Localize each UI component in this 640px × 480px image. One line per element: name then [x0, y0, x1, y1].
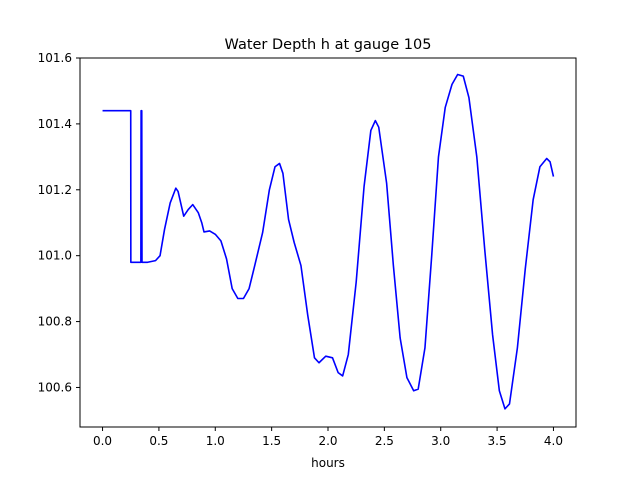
x-tick-label: 0.0 — [93, 434, 112, 448]
plot-area — [102, 73, 555, 410]
y-tick-label: 101.4 — [38, 117, 72, 131]
x-tick-label: 3.0 — [431, 434, 450, 448]
y-tick-label: 101.6 — [38, 51, 72, 65]
x-axis: 0.0 0.5 1.0 1.5 2.0 2.5 3.0 3.5 4.0 — [93, 427, 563, 448]
y-tick-label: 101.0 — [38, 249, 72, 263]
series-layer — [102, 73, 555, 410]
x-tick-label: 3.5 — [488, 434, 507, 448]
x-tick-label: 4.0 — [544, 434, 563, 448]
y-tick-label: 100.6 — [38, 380, 72, 394]
chart-title: Water Depth h at gauge 105 — [225, 37, 432, 53]
x-tick-label: 1.0 — [206, 434, 225, 448]
y-axis: 100.6 100.8 101.0 101.2 101.4 101.6 — [38, 51, 80, 394]
x-tick-label: 0.5 — [149, 434, 168, 448]
y-tick-label: 100.8 — [38, 315, 72, 329]
x-tick-label: 2.0 — [318, 434, 337, 448]
x-tick-label: 2.5 — [375, 434, 394, 448]
x-axis-label: hours — [311, 456, 345, 470]
series-line-0 — [102, 73, 555, 410]
x-tick-label: 1.5 — [262, 434, 281, 448]
y-tick-label: 101.2 — [38, 183, 72, 197]
